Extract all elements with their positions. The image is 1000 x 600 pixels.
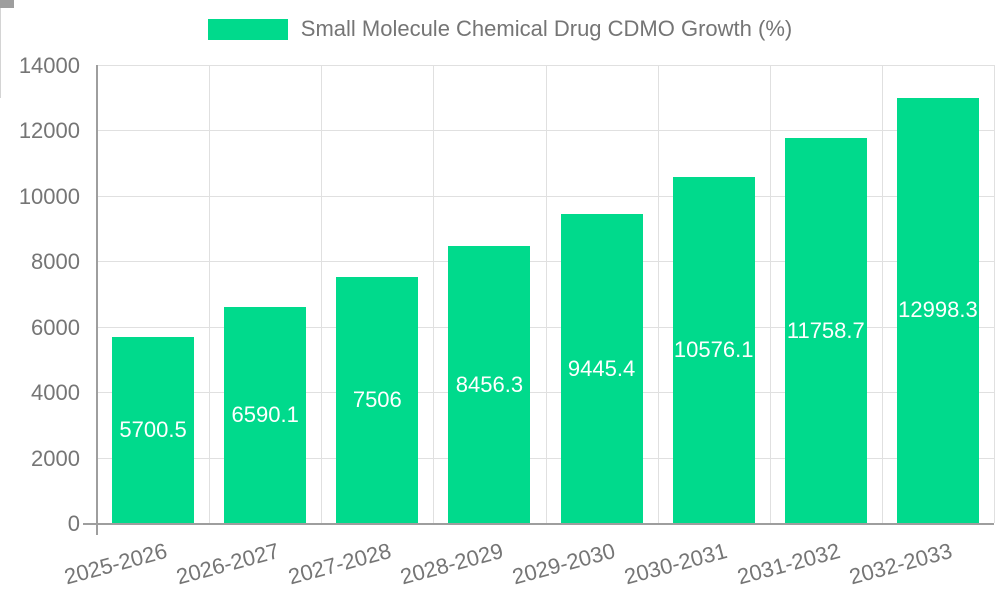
gridline-v [209,65,211,523]
gridline-v [881,65,883,523]
bar[interactable] [896,97,979,523]
x-axis-label: 2025-2026 [61,538,170,590]
x-axis-tick [0,38,1,48]
x-axis-label: 2026-2027 [173,538,282,590]
bar[interactable] [112,336,195,523]
gridline-v [657,65,659,523]
y-axis-label: 2000 [31,445,80,471]
x-axis-label: 2030-2031 [622,538,731,590]
bar-value-label: 11758.7 [786,317,865,343]
gridline-v [545,65,547,523]
y-axis-tick [0,4,14,5]
x-axis-label: 2032-2033 [846,538,955,590]
bar[interactable] [560,214,643,523]
y-axis-label: 0 [67,511,80,536]
legend[interactable]: Small Molecule Chemical Drug CDMO Growth… [0,16,1000,42]
x-axis-tick [0,88,1,98]
x-axis-label: 2029-2030 [509,538,619,590]
x-axis-tick [0,18,1,28]
bar[interactable] [336,277,419,523]
bar-value-label: 8456.3 [455,371,524,397]
y-axis-tick [0,6,14,7]
bar[interactable] [448,246,531,523]
x-axis-tick [0,48,1,58]
x-axis-tick [0,58,1,68]
bar[interactable] [224,307,307,523]
bar-value-label: 12998.3 [898,297,978,323]
y-axis-tick [0,2,14,3]
x-axis-tick [0,68,1,78]
x-axis-tick [0,28,1,38]
bar-value-label: 10576.1 [673,337,754,362]
y-axis-tick [0,1,14,2]
gridline-v [433,65,435,523]
y-axis-label: 8000 [31,249,80,275]
y-axis-label: 12000 [18,118,80,144]
bar-value-label: 5700.5 [119,416,187,442]
x-axis-tick [0,8,1,18]
gridline-v [321,65,323,523]
legend-label[interactable]: Small Molecule Chemical Drug CDMO Growth… [300,16,793,41]
bar-value-label: 9445.4 [567,355,636,381]
x-axis-line [83,523,994,525]
x-axis-label: 2031-2032 [734,538,843,590]
y-axis-label: 6000 [31,314,80,340]
y-axis-tick [0,5,14,6]
gridline-v [769,65,771,523]
y-axis-label: 10000 [18,183,80,209]
y-axis-tick [0,3,14,4]
bar-value-label: 7506 [352,387,402,413]
gridline-v [994,65,995,523]
y-axis-label: 14000 [18,53,80,78]
x-axis-label: 2028-2029 [397,538,506,590]
y-axis-label: 4000 [31,380,80,406]
y-axis-tick [0,0,14,1]
x-axis-tick [0,78,1,88]
x-axis-label: 2027-2028 [285,538,394,590]
y-axis-tick [0,7,14,8]
bar-value-label: 6590.1 [231,402,299,428]
y-axis-line [96,65,98,535]
bar[interactable] [672,177,755,523]
bar[interactable] [784,138,867,523]
legend-swatch[interactable] [207,18,288,40]
